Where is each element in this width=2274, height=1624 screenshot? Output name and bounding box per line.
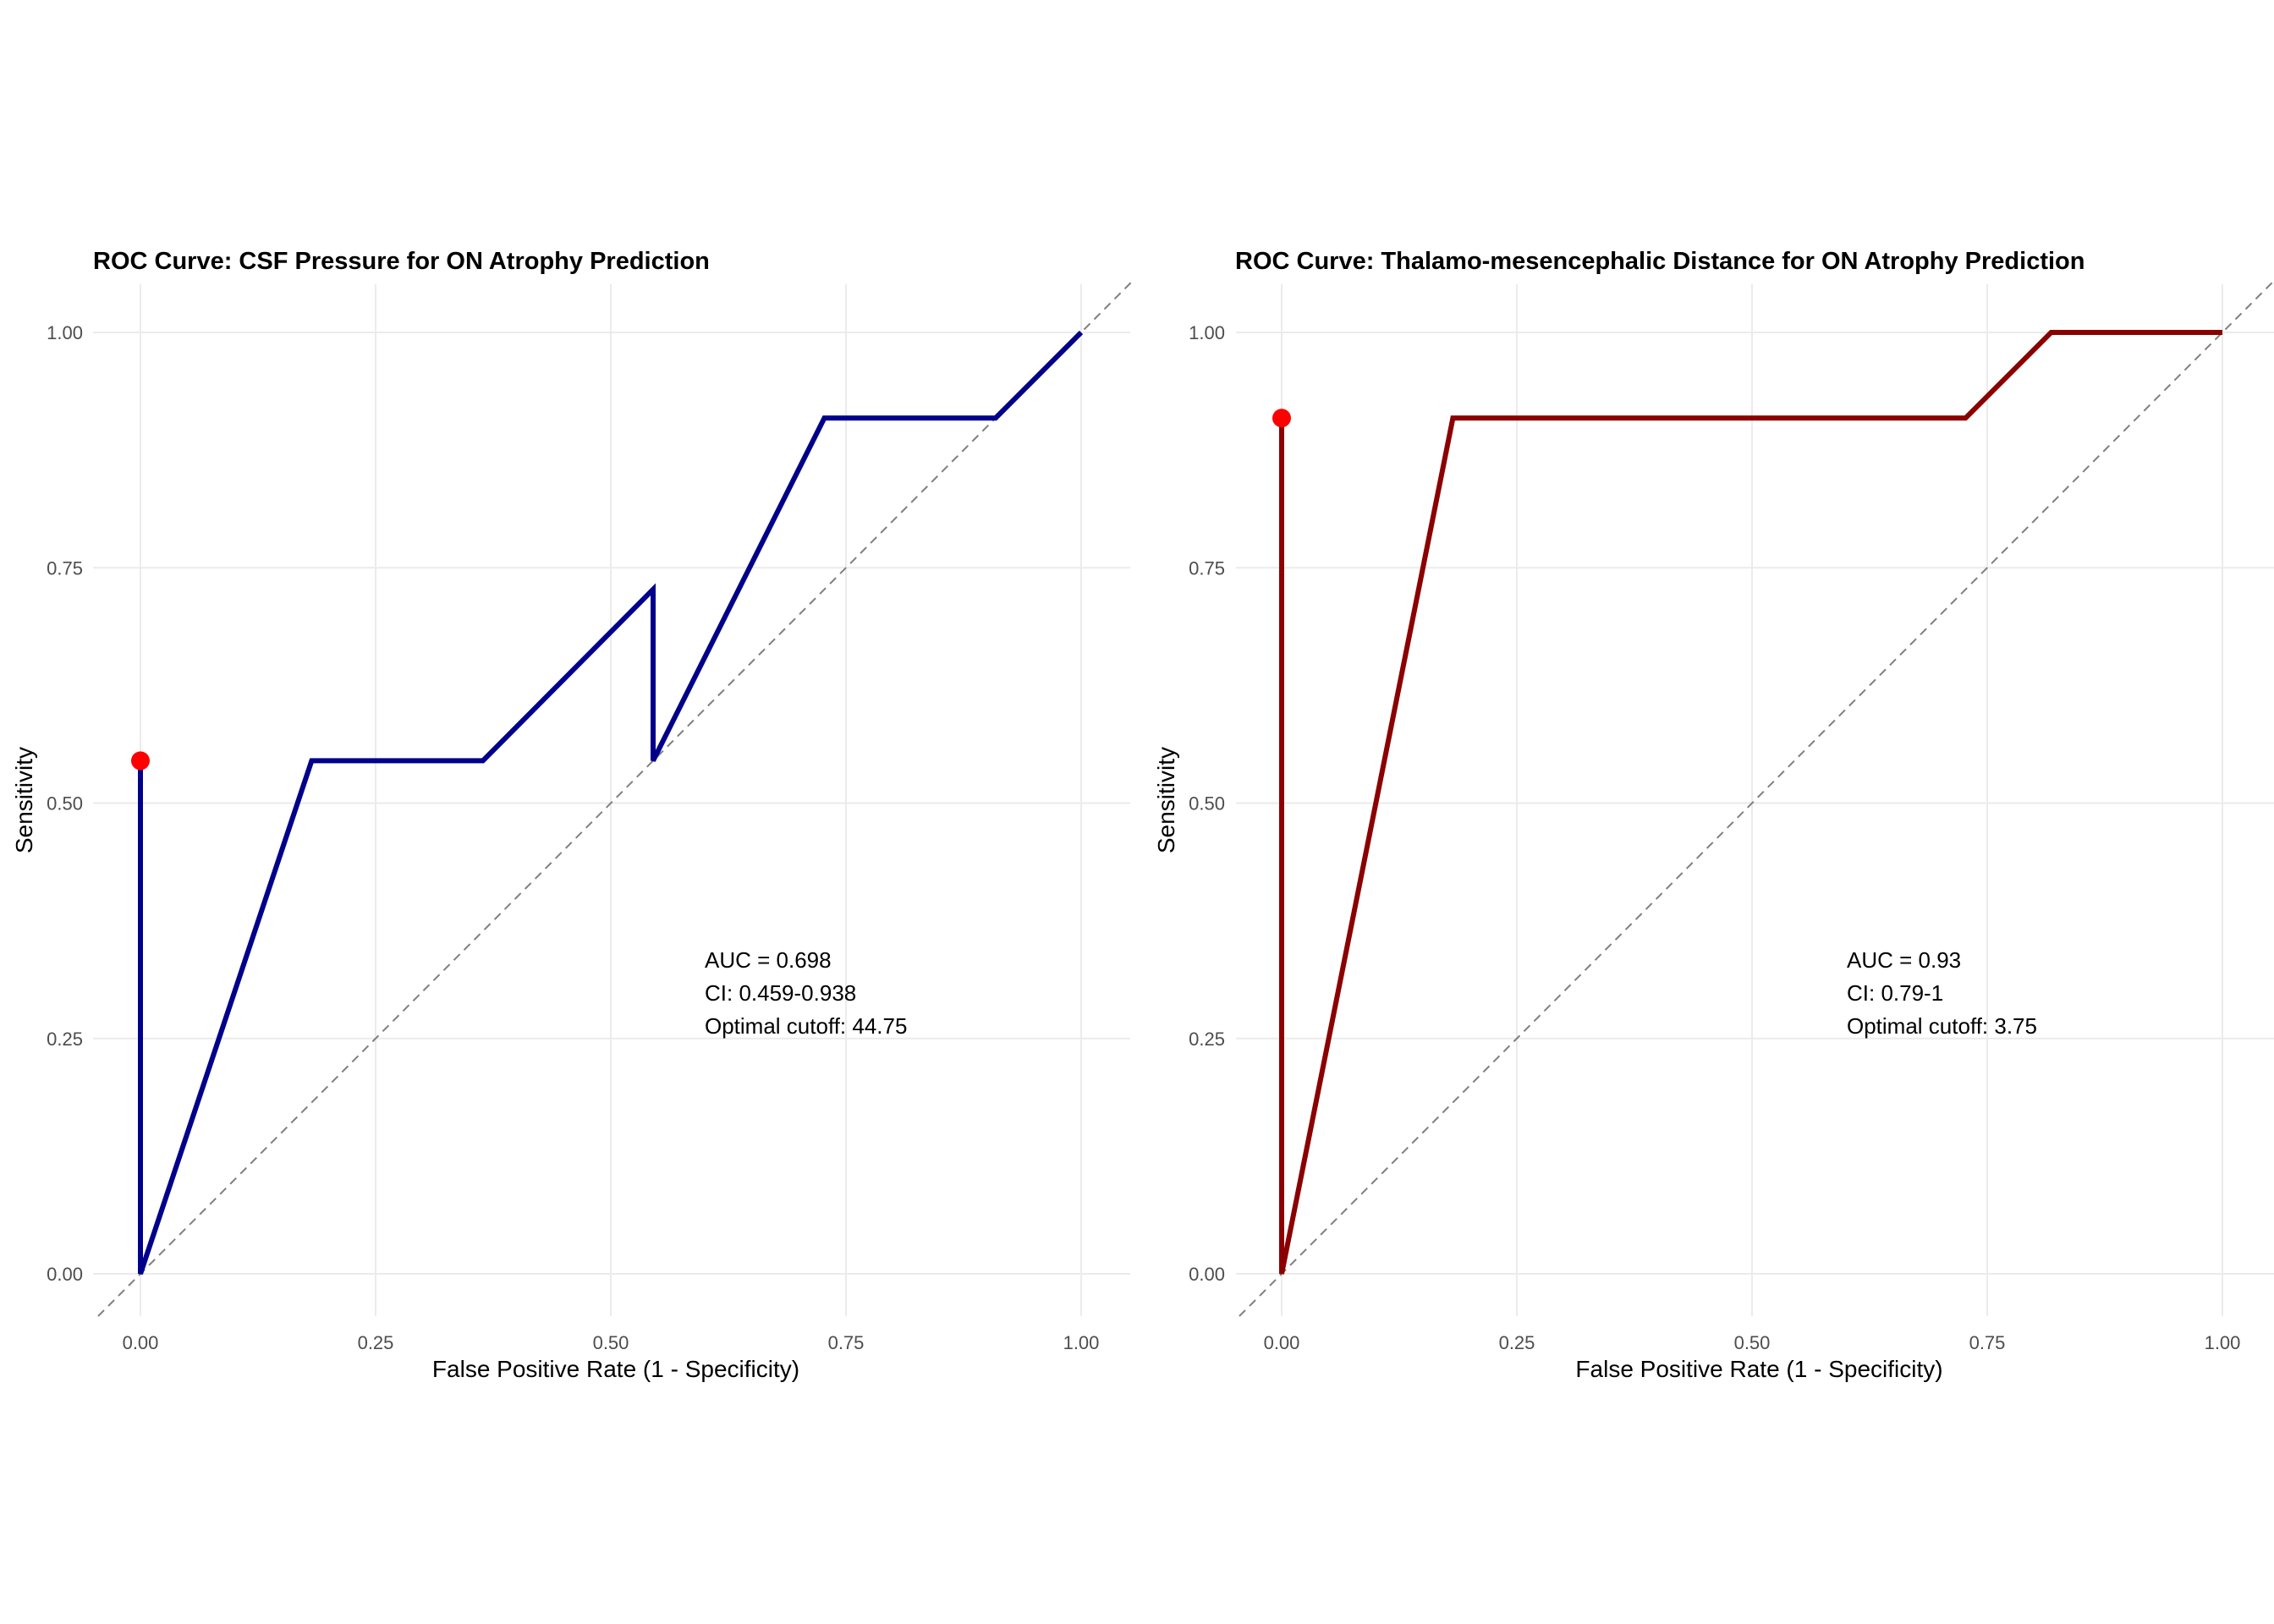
y-tick-label: 0.50	[47, 793, 83, 815]
optimal-cutoff-point	[131, 751, 150, 771]
y-tick-label: 0.75	[47, 557, 83, 579]
y-tick-label: 0.25	[1189, 1029, 1225, 1050]
chart-title: ROC Curve: CSF Pressure for ON Atrophy P…	[93, 248, 710, 275]
annotation-text: CI: 0.79-1	[1847, 980, 1943, 1006]
x-axis-label: False Positive Rate (1 - Specificity)	[1575, 1356, 1942, 1382]
y-axis-label: Sensitivity	[11, 747, 37, 853]
x-tick-label: 0.75	[828, 1332, 865, 1353]
annotation-text: AUC = 0.698	[705, 947, 832, 973]
y-tick-label: 0.00	[1189, 1264, 1225, 1285]
y-tick-label: 0.00	[47, 1264, 83, 1285]
annotation-text: AUC = 0.93	[1847, 947, 1961, 973]
chart-title: ROC Curve: Thalamo-mesencephalic Distanc…	[1235, 248, 2084, 275]
reference-diagonal-line	[97, 280, 1134, 1317]
annotation-text: Optimal cutoff: 3.75	[1847, 1013, 2037, 1039]
gridlines	[1236, 284, 2274, 1316]
annotation-text: CI: 0.459-0.938	[705, 980, 856, 1006]
x-axis-label: False Positive Rate (1 - Specificity)	[432, 1356, 799, 1382]
x-tick-label: 0.25	[358, 1332, 394, 1353]
x-tick-label: 0.00	[1264, 1332, 1300, 1353]
roc-chart-panel-1: ROC Curve: CSF Pressure for ON Atrophy P…	[11, 248, 1134, 1382]
annotation-text: Optimal cutoff: 44.75	[705, 1013, 907, 1039]
x-tick-label: 1.00	[1063, 1332, 1100, 1353]
y-tick-label: 1.00	[47, 322, 83, 343]
y-axis-label: Sensitivity	[1153, 747, 1179, 853]
x-tick-label: 0.75	[1969, 1332, 2006, 1353]
x-tick-label: 1.00	[2205, 1332, 2241, 1353]
y-tick-label: 0.25	[47, 1029, 83, 1050]
roc-chart-panel-2: ROC Curve: Thalamo-mesencephalic Distanc…	[1153, 248, 2274, 1382]
x-tick-label: 0.00	[123, 1332, 159, 1353]
x-tick-label: 0.50	[1734, 1332, 1771, 1353]
y-tick-label: 1.00	[1189, 322, 1225, 343]
reference-diagonal-line	[1239, 280, 2274, 1317]
optimal-cutoff-point	[1272, 409, 1291, 428]
roc-curve-line	[138, 330, 1084, 1275]
x-tick-label: 0.25	[1499, 1332, 1535, 1353]
x-tick-label: 0.50	[593, 1332, 629, 1353]
y-tick-label: 0.75	[1189, 557, 1225, 579]
y-tick-label: 0.50	[1189, 793, 1225, 815]
roc-curve-line	[1279, 330, 2222, 1275]
